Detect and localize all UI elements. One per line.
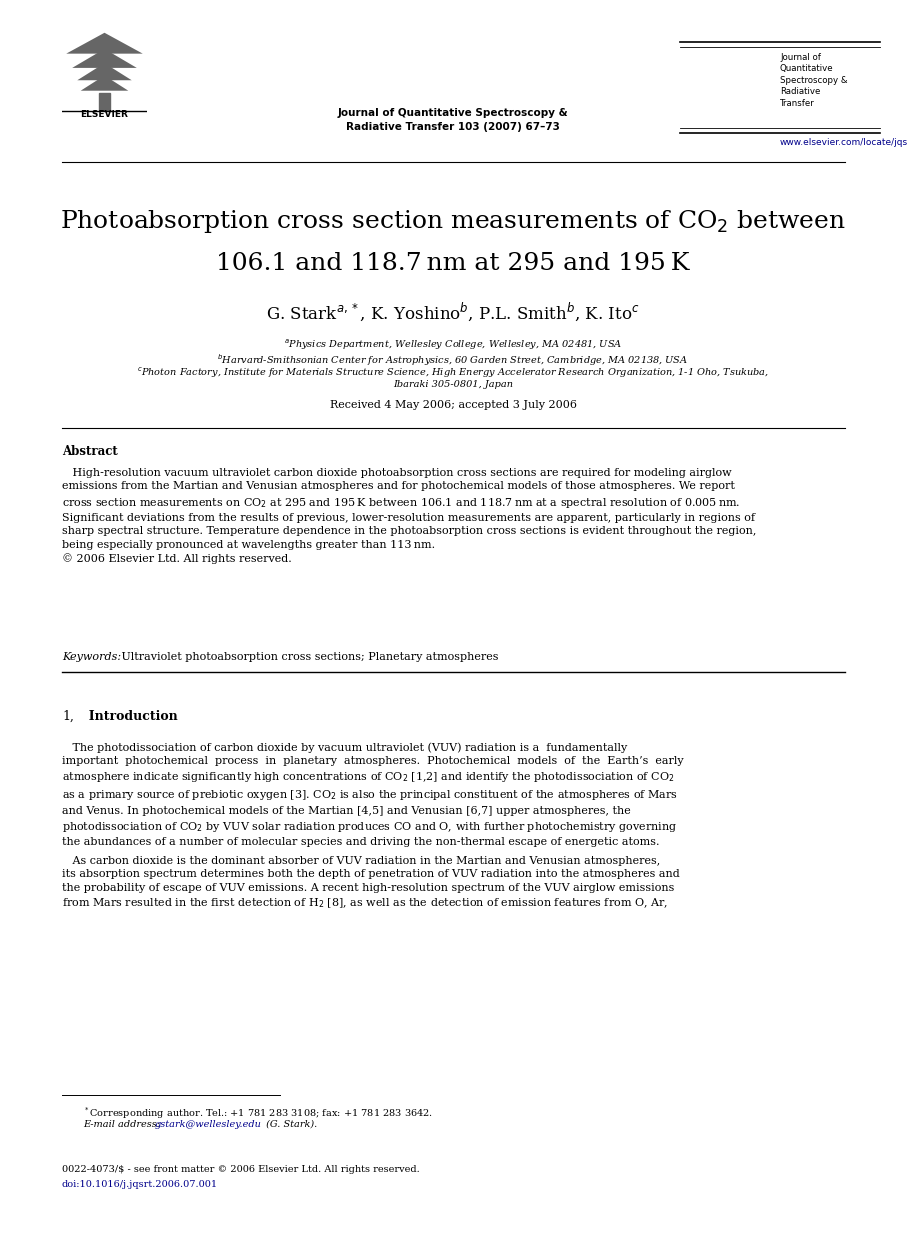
Text: E-mail address:: E-mail address: bbox=[83, 1120, 163, 1129]
Text: $^b$Harvard-Smithsonian Center for Astrophysics, 60 Garden Street, Cambridge, MA: $^b$Harvard-Smithsonian Center for Astro… bbox=[218, 352, 688, 368]
Text: $^a$Physics Department, Wellesley College, Wellesley, MA 02481, USA: $^a$Physics Department, Wellesley Colleg… bbox=[284, 338, 622, 353]
Text: ELSEVIER: ELSEVIER bbox=[81, 110, 129, 119]
Bar bbox=[100, 93, 110, 110]
Text: Journal of
Quantitative
Spectroscopy &
Radiative
Transfer: Journal of Quantitative Spectroscopy & R… bbox=[780, 53, 847, 108]
Text: gstark@wellesley.edu: gstark@wellesley.edu bbox=[155, 1120, 262, 1129]
Text: Radiative Transfer 103 (2007) 67–73: Radiative Transfer 103 (2007) 67–73 bbox=[346, 123, 560, 132]
Text: doi:10.1016/j.jqsrt.2006.07.001: doi:10.1016/j.jqsrt.2006.07.001 bbox=[62, 1180, 218, 1188]
Text: $^*$Corresponding author. Tel.: +1 781 283 3108; fax: +1 781 283 3642.: $^*$Corresponding author. Tel.: +1 781 2… bbox=[83, 1106, 433, 1120]
Text: Ibaraki 305-0801, Japan: Ibaraki 305-0801, Japan bbox=[393, 380, 513, 389]
Text: G. Stark$^{a,*}$, K. Yoshino$^b$, P.L. Smith$^b$, K. Ito$^c$: G. Stark$^{a,*}$, K. Yoshino$^b$, P.L. S… bbox=[266, 300, 639, 323]
Polygon shape bbox=[81, 76, 128, 90]
Text: Photoabsorption cross section measurements of CO$_2$ between: Photoabsorption cross section measuremen… bbox=[60, 208, 846, 235]
Text: As carbon dioxide is the dominant absorber of VUV radiation in the Martian and V: As carbon dioxide is the dominant absorb… bbox=[62, 855, 679, 910]
Text: 106.1 and 118.7 nm at 295 and 195 K: 106.1 and 118.7 nm at 295 and 195 K bbox=[216, 253, 689, 275]
Text: Abstract: Abstract bbox=[62, 444, 118, 458]
Text: High-resolution vacuum ultraviolet carbon dioxide photoabsorption cross sections: High-resolution vacuum ultraviolet carbo… bbox=[62, 468, 756, 565]
Text: The photodissociation of carbon dioxide by vacuum ultraviolet (VUV) radiation is: The photodissociation of carbon dioxide … bbox=[62, 742, 684, 847]
Text: Journal of Quantitative Spectroscopy &: Journal of Quantitative Spectroscopy & bbox=[337, 108, 569, 118]
Bar bbox=[62, 28, 147, 109]
Text: Introduction: Introduction bbox=[80, 711, 178, 723]
Text: Keywords:: Keywords: bbox=[62, 652, 122, 662]
Text: Received 4 May 2006; accepted 3 July 2006: Received 4 May 2006; accepted 3 July 200… bbox=[329, 400, 577, 410]
Text: 0022-4073/$ - see front matter © 2006 Elsevier Ltd. All rights reserved.: 0022-4073/$ - see front matter © 2006 El… bbox=[62, 1165, 420, 1174]
Polygon shape bbox=[66, 32, 142, 53]
Text: www.elsevier.com/locate/jqsrt: www.elsevier.com/locate/jqsrt bbox=[780, 137, 907, 147]
Text: (G. Stark).: (G. Stark). bbox=[263, 1120, 317, 1129]
Text: $^c$Photon Factory, Institute for Materials Structure Science, High Energy Accel: $^c$Photon Factory, Institute for Materi… bbox=[137, 366, 769, 380]
Polygon shape bbox=[77, 63, 132, 80]
Text: Ultraviolet photoabsorption cross sections; Planetary atmospheres: Ultraviolet photoabsorption cross sectio… bbox=[118, 652, 499, 662]
Text: 1,: 1, bbox=[62, 711, 73, 723]
Polygon shape bbox=[73, 48, 137, 68]
